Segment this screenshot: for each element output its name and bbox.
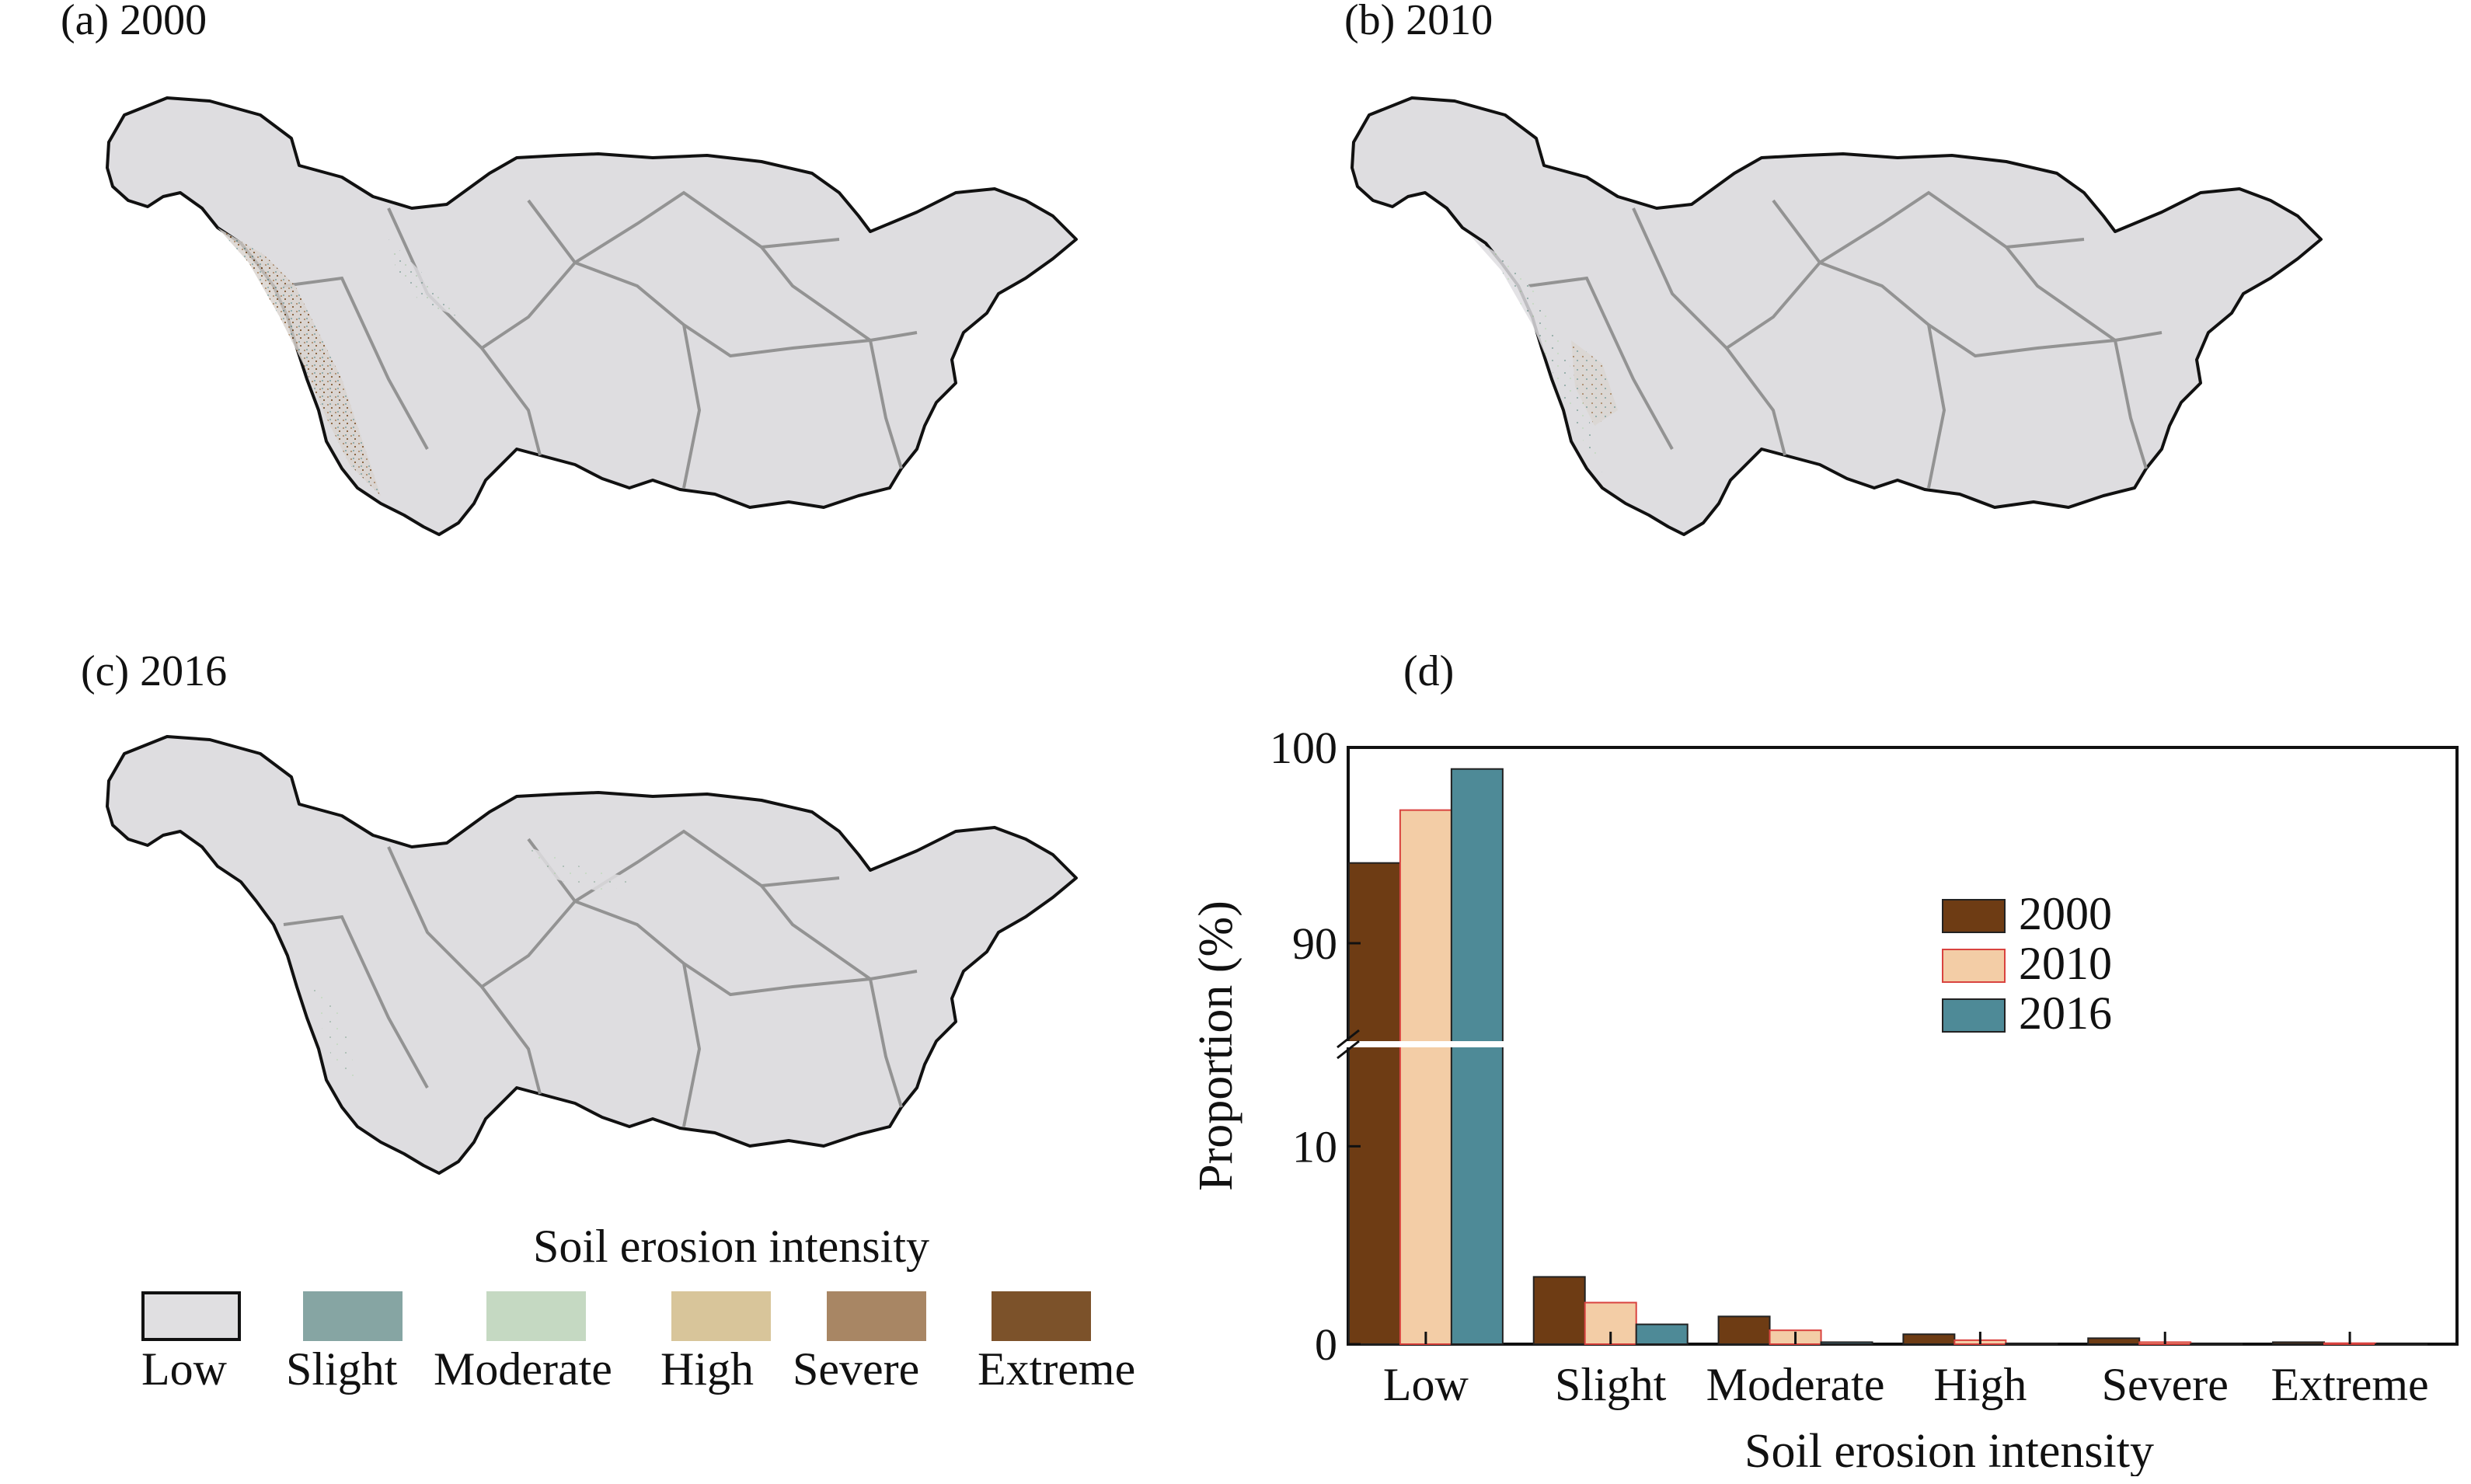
map-legend-title: Soil erosion intensity [533, 1221, 929, 1272]
map-2000 [106, 96, 1078, 536]
y-tick-label: 100 [1270, 723, 1337, 773]
x-tick-label: Slight [1555, 1359, 1667, 1410]
legend-swatch-2010 [1942, 949, 2006, 983]
legend-swatch-2016 [1942, 998, 2006, 1033]
basin-outline [106, 96, 1078, 536]
legend-label-slight: Slight [286, 1343, 398, 1395]
map-2010 [1351, 96, 2323, 536]
y-tick-label: 90 [1292, 918, 1337, 969]
x-tick-label: Moderate [1706, 1359, 1885, 1410]
erosion-proportion-chart: 0 10 90 100 Low Slight Moderate High Severe Extre… [1190, 723, 2459, 1476]
bar-2000-low [1347, 862, 1401, 1345]
bar-2016-low [1450, 768, 1504, 1346]
legend-label-extreme: Extreme [978, 1343, 1136, 1395]
x-axis-label: Soil erosion intensity [1744, 1425, 2154, 1476]
legend-swatch-extreme [992, 1291, 1091, 1341]
legend-label-high: High [660, 1343, 754, 1395]
x-tick-label: Extreme [2271, 1359, 2428, 1410]
bar-2000-slight [1532, 1276, 1586, 1345]
x-tick-label: Severe [2102, 1359, 2229, 1410]
y-axis-label: Proportion (%) [1190, 901, 1242, 1191]
legend-label-2016: 2016 [2019, 988, 2112, 1039]
legend-swatch-slight [303, 1291, 403, 1341]
bar-2016-slight [1635, 1323, 1689, 1345]
bar-2016-high [2005, 1343, 2058, 1346]
y-tick-label: 0 [1315, 1319, 1337, 1370]
bar-2000-extreme [2272, 1341, 2326, 1345]
bar-2000-severe [2087, 1337, 2141, 1345]
bar-2016-severe [2190, 1343, 2243, 1346]
basin-outline [106, 735, 1078, 1175]
legend-label-2000: 2000 [2019, 888, 2112, 939]
bar-2016-extreme [2375, 1343, 2428, 1346]
legend-swatch-2000 [1942, 899, 2006, 933]
bar-2000-moderate [1717, 1315, 1771, 1346]
x-tick-label: Low [1383, 1359, 1469, 1410]
panel-d-title: (d) [1403, 647, 1455, 695]
bar-2000-high [1902, 1333, 1956, 1345]
panel-c-title: (c) 2016 [81, 647, 228, 695]
legend-swatch-severe [827, 1291, 926, 1341]
bar-2016-moderate [1820, 1341, 1873, 1345]
axis-break-gap [1337, 1041, 1578, 1047]
bar-2010-low [1399, 809, 1452, 1345]
legend-swatch-high [671, 1291, 771, 1341]
panel-b-title: (b) 2010 [1344, 0, 1493, 44]
legend-label-moderate: Moderate [434, 1343, 612, 1395]
y-tick-label: 10 [1292, 1121, 1337, 1172]
legend-swatch-moderate [486, 1291, 586, 1341]
legend-label-2010: 2010 [2019, 938, 2112, 989]
legend-label-low: Low [141, 1343, 227, 1395]
legend-swatch-low [141, 1291, 241, 1341]
axis-break-mark [1337, 1029, 1360, 1049]
legend-label-severe: Severe [793, 1343, 920, 1395]
panel-a-title: (a) 2000 [61, 0, 207, 44]
x-tick-label: High [1933, 1359, 2027, 1410]
axis-break-mark [1337, 1040, 1360, 1060]
basin-outline [1351, 96, 2323, 536]
map-2016 [106, 735, 1078, 1175]
